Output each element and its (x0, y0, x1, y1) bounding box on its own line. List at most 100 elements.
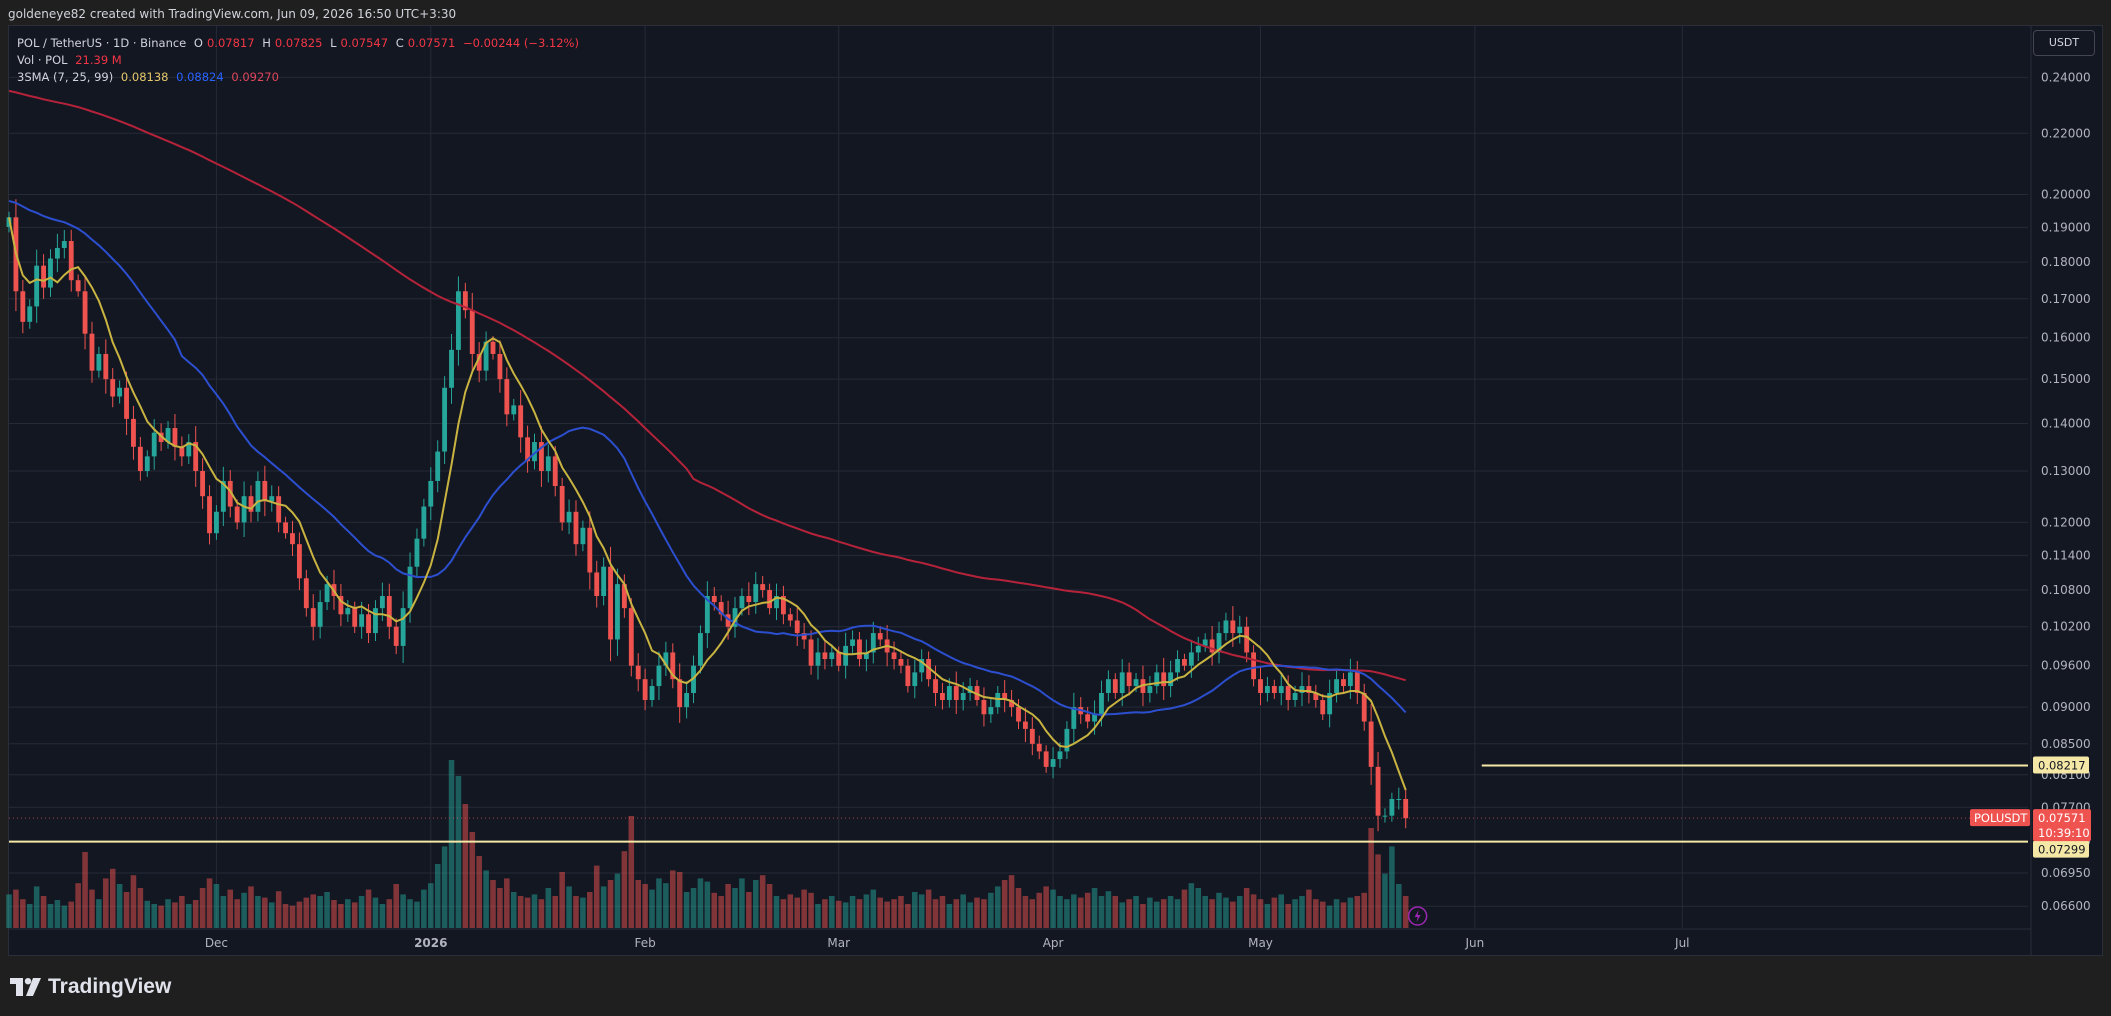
currency-unit-button[interactable]: USDT (2033, 30, 2095, 56)
candle-body (760, 584, 766, 591)
candle-body (594, 572, 600, 597)
candle-body (1320, 700, 1326, 715)
level-label-upper: 0.08217 (2038, 759, 2086, 773)
tradingview-logo[interactable]: TradingView (10, 974, 171, 1000)
y-tick-label: 0.18000 (2041, 255, 2091, 269)
candle-body (953, 686, 959, 701)
candle-body (310, 608, 316, 627)
volume-bar (683, 892, 690, 928)
candle-body (248, 496, 254, 512)
candle-body (1057, 751, 1063, 760)
candle-body (532, 442, 537, 462)
volume-bar (469, 832, 476, 928)
volume-bar (400, 894, 406, 928)
candle-body (1043, 751, 1049, 767)
y-tick-label: 0.11400 (2041, 548, 2091, 562)
candle-body (504, 379, 510, 415)
alert-icon[interactable] (1407, 906, 1428, 926)
candle-body (711, 596, 717, 603)
candle-body (656, 665, 662, 687)
candle-body (1016, 707, 1021, 722)
candle-body (1237, 626, 1243, 634)
volume-bar (842, 902, 849, 928)
volume-bar (566, 886, 572, 928)
volume-bar (421, 889, 427, 928)
volume-bar (587, 892, 593, 928)
volume-bar (248, 886, 254, 928)
volume-bar (1402, 896, 1409, 928)
candle-body (642, 679, 648, 701)
candle-body (462, 291, 468, 311)
y-tick-label: 0.10200 (2041, 620, 2091, 634)
close-value: 0.07571 (407, 36, 456, 50)
y-tick-label: 0.08500 (2041, 737, 2091, 751)
volume-bar (1319, 901, 1326, 928)
y-tick-label: 0.06600 (2041, 899, 2091, 913)
candle-body (1361, 692, 1367, 722)
sma7-line (8, 217, 1407, 791)
candle-body (290, 533, 295, 545)
candle-body (1341, 679, 1346, 687)
created-by-text: goldeneye82 created with TradingView.com… (8, 7, 457, 21)
candle-body (1168, 672, 1174, 687)
y-tick-label: 0.14000 (2041, 416, 2091, 430)
candle-body (96, 353, 102, 371)
y-tick-label: 0.06950 (2041, 866, 2091, 880)
y-tick-label: 0.09000 (2041, 700, 2091, 714)
candle-body (905, 665, 911, 687)
candle-body (1368, 721, 1374, 767)
volume-bar (1195, 888, 1202, 928)
volume-bar (165, 899, 171, 928)
volume-bar (1043, 886, 1049, 928)
candle-body (324, 584, 330, 603)
candle-body (34, 265, 40, 307)
volume-bar (946, 904, 953, 928)
candle-body (89, 333, 95, 371)
candle-body (870, 633, 876, 653)
volume-bar (815, 904, 821, 928)
candle-body (1244, 626, 1250, 653)
open-value: 0.07817 (206, 36, 255, 50)
volume-bar (960, 894, 966, 928)
volume-bar (151, 904, 157, 928)
candle-body (1126, 672, 1132, 687)
volume-bar (1347, 897, 1354, 928)
volume-bar (1250, 894, 1257, 928)
candle-body (1230, 620, 1236, 634)
chart-frame (8, 25, 2103, 956)
candle-body (684, 692, 690, 708)
candle-body (276, 496, 282, 523)
candle-body (601, 566, 607, 597)
candle-body (850, 639, 855, 646)
candle-body (545, 456, 551, 472)
volume-bar (1064, 899, 1070, 928)
candle-body (483, 341, 489, 371)
volume-bar (884, 901, 890, 928)
candle-body (732, 608, 738, 627)
candle-body (725, 614, 731, 627)
volume-bar (338, 904, 344, 928)
volume-bar (137, 888, 144, 928)
volume-bar (1119, 902, 1125, 928)
volume-bar (1264, 904, 1271, 928)
volume-bar (89, 889, 95, 928)
volume-bar (1271, 897, 1278, 928)
candle-body (338, 596, 344, 615)
candle-body (255, 480, 261, 512)
candle-body (822, 652, 828, 660)
candle-body (151, 432, 157, 457)
volume-bar (1001, 880, 1008, 928)
candle-body (1161, 672, 1167, 687)
volume-bar (628, 816, 635, 928)
volume-bar (1077, 897, 1084, 928)
volume-bar (1126, 899, 1132, 928)
candle-body (739, 596, 745, 609)
candle-body (421, 506, 427, 539)
volume-bar (434, 864, 441, 928)
candle-body (628, 608, 634, 666)
volume-bar (718, 896, 724, 928)
candle-body (41, 265, 46, 288)
candle-body (836, 652, 842, 666)
volume-bar (351, 902, 358, 928)
